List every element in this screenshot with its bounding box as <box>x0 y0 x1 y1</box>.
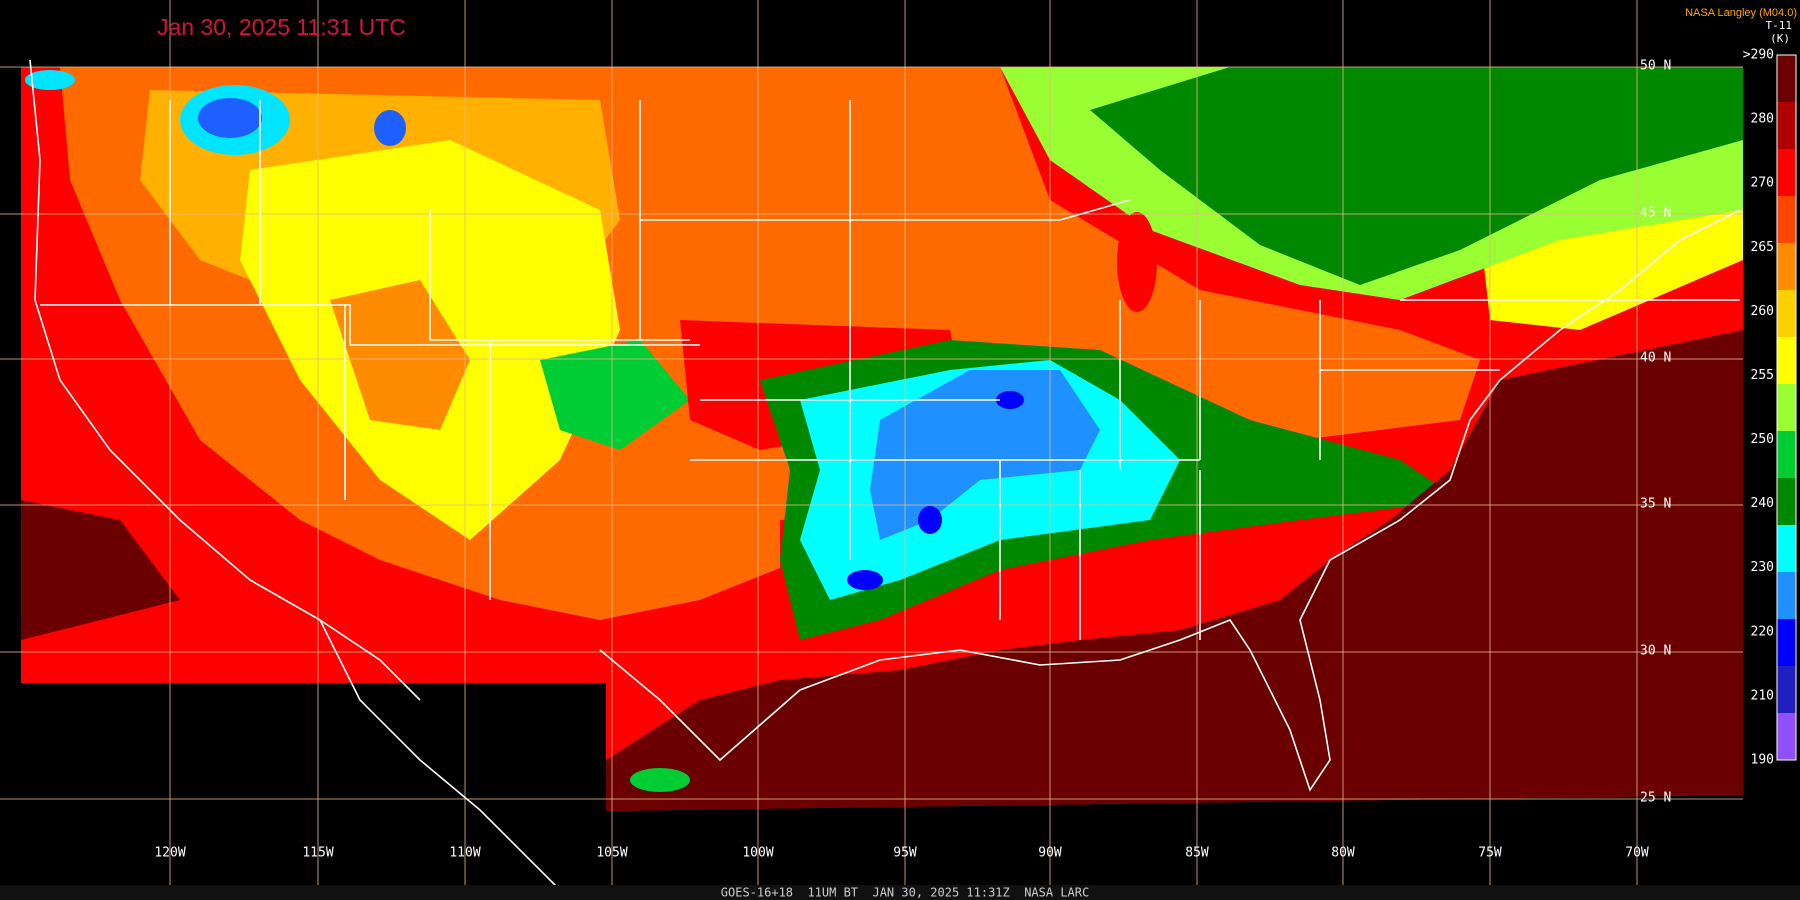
temp-field <box>996 391 1024 409</box>
temp-field <box>1090 67 1743 285</box>
colorbar-swatch <box>1777 149 1796 197</box>
colorbar-swatch <box>1777 290 1796 338</box>
colorbar-label: 260 <box>1751 304 1774 319</box>
colorbar-swatch <box>1777 713 1796 761</box>
colorbar-swatch <box>1777 337 1796 385</box>
temp-field <box>21 500 180 640</box>
colorbar-swatch <box>1777 572 1796 620</box>
colorbar-swatch <box>1777 666 1796 714</box>
temp-field <box>25 70 75 90</box>
colorbar-label: 265 <box>1751 240 1774 255</box>
temp-field <box>870 370 1100 540</box>
colorbar-swatch <box>1777 55 1796 103</box>
temp-field <box>847 570 883 590</box>
colorbar-swatch <box>1777 102 1796 150</box>
latitude-label: 40 N <box>1640 351 1671 366</box>
colorbar-label: 280 <box>1751 112 1774 127</box>
colorbar-swatch <box>1777 196 1796 244</box>
temp-field <box>374 110 406 146</box>
state-lines <box>40 100 1740 640</box>
colorbar-swatch <box>1777 431 1796 479</box>
longitude-label: 90W <box>1038 846 1062 861</box>
temp-field <box>630 768 690 792</box>
footer-bar <box>0 885 1800 900</box>
colorbar-swatch <box>1777 243 1796 291</box>
latitude-label: 50 N <box>1640 59 1671 74</box>
colorbar-swatch <box>1777 478 1796 526</box>
timestamp: Jan 30, 2025 11:31 UTC <box>157 14 406 40</box>
latitude-label: 45 N <box>1640 206 1671 221</box>
colorbar-label: 210 <box>1751 688 1774 703</box>
colorbar-frame <box>1776 54 1797 761</box>
temp-field <box>918 506 942 534</box>
colorbar-swatch <box>1777 384 1796 432</box>
longitude-label: 85W <box>1185 846 1209 861</box>
colorbar-label: 270 <box>1751 176 1774 191</box>
temp-field <box>540 340 690 450</box>
latitude-label: 25 N <box>1640 791 1671 806</box>
latitude-label: 30 N <box>1640 644 1671 659</box>
longitude-label: 115W <box>302 846 333 861</box>
unit: (K) <box>1770 32 1790 45</box>
lake-michigan <box>1117 212 1157 312</box>
longitude-label: 100W <box>742 846 773 861</box>
temp-field <box>330 280 470 430</box>
coastline <box>29 59 1741 891</box>
colorbar-label: 255 <box>1751 368 1774 383</box>
longitude-label: 95W <box>893 846 917 861</box>
colorbar-label: 220 <box>1751 624 1774 639</box>
colorbar-label: >290 <box>1743 48 1774 63</box>
longitude-label: 110W <box>449 846 480 861</box>
colorbar-label: 230 <box>1751 560 1774 575</box>
colorbar: >290 280 270 265 260 255 250 240 230 220 210 190 <box>1743 48 1797 768</box>
colorbar-swatch <box>1777 525 1796 573</box>
graticule: 120W 115W 110W 105W 100W 95W 90W 85W 80W 75W 70W 50… <box>0 0 1743 885</box>
footer: GOES-16+18 11UM BT JAN 30, 2025 11:31Z N… <box>721 886 1089 900</box>
credit: NASA Langley (M04.0) <box>1685 7 1797 19</box>
longitude-label: 105W <box>596 846 627 861</box>
product: T-11 <box>1766 19 1793 32</box>
colorbar-label: 240 <box>1751 496 1774 511</box>
colorbar-label: 190 <box>1751 753 1774 768</box>
longitude-label: 70W <box>1625 846 1649 861</box>
colorbar-swatch <box>1777 619 1796 667</box>
temp-field <box>198 98 262 138</box>
colorbar-label: 250 <box>1751 432 1774 447</box>
longitude-label: 75W <box>1478 846 1502 861</box>
temp-field <box>606 330 1743 811</box>
longitude-label: 80W <box>1331 846 1355 861</box>
longitude-label: 120W <box>154 846 185 861</box>
imagery <box>21 67 1743 811</box>
latitude-label: 35 N <box>1640 497 1671 512</box>
